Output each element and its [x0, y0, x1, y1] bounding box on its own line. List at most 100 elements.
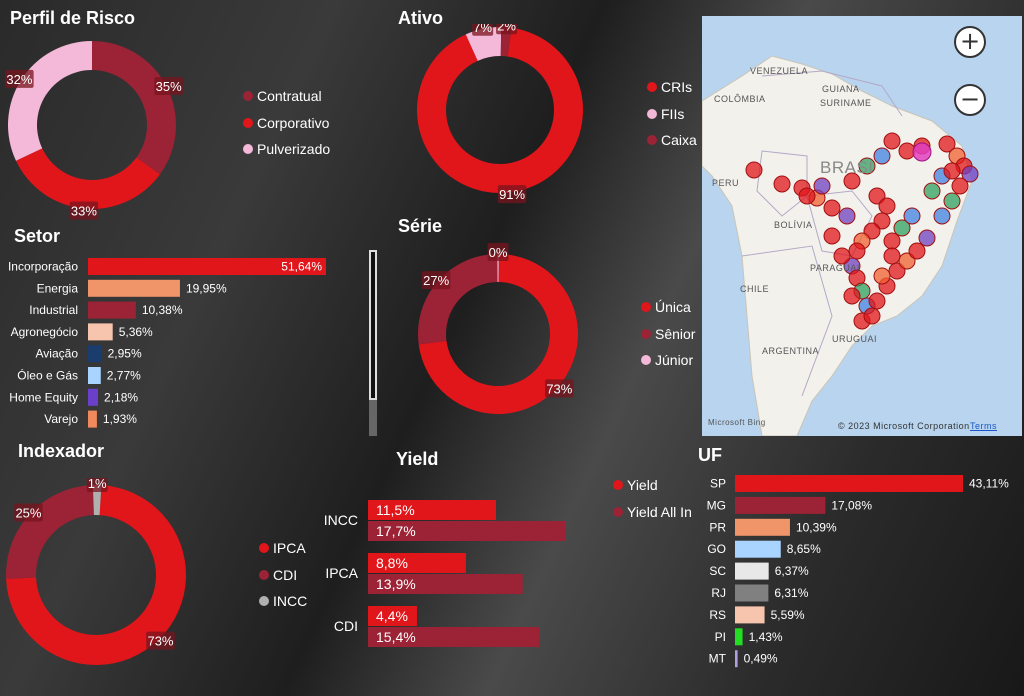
serie-slice-única[interactable]: [418, 254, 578, 414]
setor-bar[interactable]: [88, 258, 326, 275]
map-point[interactable]: [878, 197, 896, 215]
uf-bar[interactable]: [735, 475, 963, 492]
zoom-in-button[interactable]: +: [954, 26, 986, 58]
uf-bar[interactable]: [735, 606, 765, 624]
svg-text:27%: 27%: [423, 273, 449, 288]
yield-bar[interactable]: [368, 606, 417, 626]
yield-bar[interactable]: [368, 521, 565, 541]
map-point[interactable]: [912, 142, 932, 162]
map-point[interactable]: [883, 247, 901, 265]
serie-slice-júnior[interactable]: [497, 254, 499, 283]
map-point[interactable]: [873, 267, 891, 285]
map-terms-link[interactable]: Terms: [970, 421, 997, 431]
yield-bar[interactable]: [368, 500, 496, 520]
map-point[interactable]: [933, 207, 951, 225]
map-point[interactable]: [745, 161, 763, 179]
setor-bar[interactable]: [88, 345, 102, 363]
yield-cat-label: IPCA: [325, 565, 358, 581]
serie-donut[interactable]: 73% 27% 0%: [410, 240, 600, 420]
indexador-slice-incc[interactable]: [92, 485, 102, 516]
uf-bar[interactable]: [735, 628, 743, 646]
map-point[interactable]: [893, 219, 911, 237]
map-point[interactable]: [918, 229, 936, 247]
ativo-legend-item[interactable]: CRIs: [647, 74, 697, 101]
map-point[interactable]: [951, 177, 969, 195]
map-point[interactable]: [843, 287, 861, 305]
map-point[interactable]: [798, 187, 816, 205]
yield-legend-item[interactable]: Yield: [613, 472, 692, 499]
setor-bar-chart[interactable]: Incorporação 51,64% Energia 19,95% Industria…: [0, 254, 370, 434]
yield-legend-item[interactable]: Yield All In: [613, 499, 692, 526]
ativo-slice-caixa[interactable]: [500, 27, 512, 57]
legend-label: Júnior: [655, 352, 694, 369]
serie-label-1: 27%: [421, 271, 451, 290]
indexador-donut[interactable]: 73% 25% 1%: [0, 478, 200, 673]
uf-bar[interactable]: [735, 650, 738, 668]
yield-bar-chart[interactable]: INCC 11,5% 17,7% IPCA 8,8% 13,9% CDI 4,4% 15,4%: [320, 495, 620, 655]
indexador-slice-ipca[interactable]: [6, 485, 186, 665]
map-point[interactable]: [943, 162, 961, 180]
setor-bar[interactable]: [88, 410, 97, 428]
yield-bar[interactable]: [368, 627, 540, 647]
ativo-slice-cris[interactable]: [417, 27, 583, 193]
map-point[interactable]: [773, 175, 791, 193]
uf-bar[interactable]: [735, 540, 781, 558]
perfil-slice-pulverizado[interactable]: [7, 41, 92, 161]
map-point[interactable]: [903, 207, 921, 225]
legend-label: Yield All In: [627, 503, 692, 520]
indexador-legend-item[interactable]: CDI: [259, 562, 307, 589]
setor-bar[interactable]: [88, 323, 113, 341]
setor-bar[interactable]: [88, 367, 101, 384]
yield-bar[interactable]: [368, 553, 466, 573]
map-point[interactable]: [848, 242, 866, 260]
map-point[interactable]: [833, 247, 851, 265]
map-point[interactable]: [868, 292, 886, 310]
map-point[interactable]: [938, 135, 956, 153]
setor-bar[interactable]: [88, 301, 136, 319]
map-point[interactable]: [883, 232, 901, 250]
map-point[interactable]: [943, 192, 961, 210]
perfil-slice-corporativo[interactable]: [15, 148, 160, 209]
perfil-legend-item[interactable]: Contratual: [243, 83, 330, 110]
ativo-legend-item[interactable]: FIIs: [647, 101, 697, 128]
map-point[interactable]: [923, 182, 941, 200]
legend-label: IPCA: [273, 540, 306, 557]
map-point[interactable]: [858, 157, 876, 175]
serie-legend-item[interactable]: Sênior: [641, 321, 695, 348]
map-point[interactable]: [813, 177, 831, 195]
ativo-donut[interactable]: 91% 7% 2%: [410, 24, 600, 204]
perfil-legend-item[interactable]: Corporativo: [243, 110, 330, 137]
perfil-slice-contratual[interactable]: [92, 41, 177, 175]
uf-bar[interactable]: [735, 496, 826, 514]
scrollbar-thumb[interactable]: [369, 250, 377, 400]
perfil-legend-item[interactable]: Pulverizado: [243, 136, 330, 163]
map-point[interactable]: [838, 207, 856, 225]
map-point[interactable]: [843, 172, 861, 190]
map-point[interactable]: [873, 147, 891, 165]
map-point[interactable]: [908, 242, 926, 260]
map-point[interactable]: [823, 227, 841, 245]
setor-bar[interactable]: [88, 388, 99, 406]
ativo-legend-item[interactable]: Caixa: [647, 127, 697, 154]
map-points[interactable]: [702, 16, 1022, 436]
serie-legend-item[interactable]: Júnior: [641, 347, 695, 374]
map-visual[interactable]: VENEZUELA COLÔMBIA GUIANA SURINAME BRASI…: [702, 16, 1022, 436]
indexador-legend-item[interactable]: INCC: [259, 588, 307, 615]
indexador-slice-cdi[interactable]: [5, 485, 94, 579]
serie-slice-sênior[interactable]: [418, 254, 498, 345]
setor-bar[interactable]: [88, 279, 180, 297]
yield-bar[interactable]: [368, 574, 523, 594]
uf-bar-chart[interactable]: SP 43,11% MG 17,08% PR 10,39% GO 8,65% SC 6,37% RJ…: [700, 472, 1024, 682]
indexador-legend-item[interactable]: IPCA: [259, 535, 307, 562]
map-point[interactable]: [863, 307, 881, 325]
perfil-label-2: 32%: [5, 69, 34, 88]
perfil-donut[interactable]: 35% 33% 32%: [0, 30, 190, 220]
map-point[interactable]: [961, 165, 979, 183]
uf-bar[interactable]: [735, 562, 769, 580]
uf-bar[interactable]: [735, 584, 769, 602]
serie-legend-item[interactable]: Única: [641, 294, 695, 321]
uf-bar[interactable]: [735, 518, 790, 536]
zoom-out-button[interactable]: −: [954, 84, 986, 116]
map-point[interactable]: [883, 132, 901, 150]
map-point[interactable]: [823, 199, 841, 217]
